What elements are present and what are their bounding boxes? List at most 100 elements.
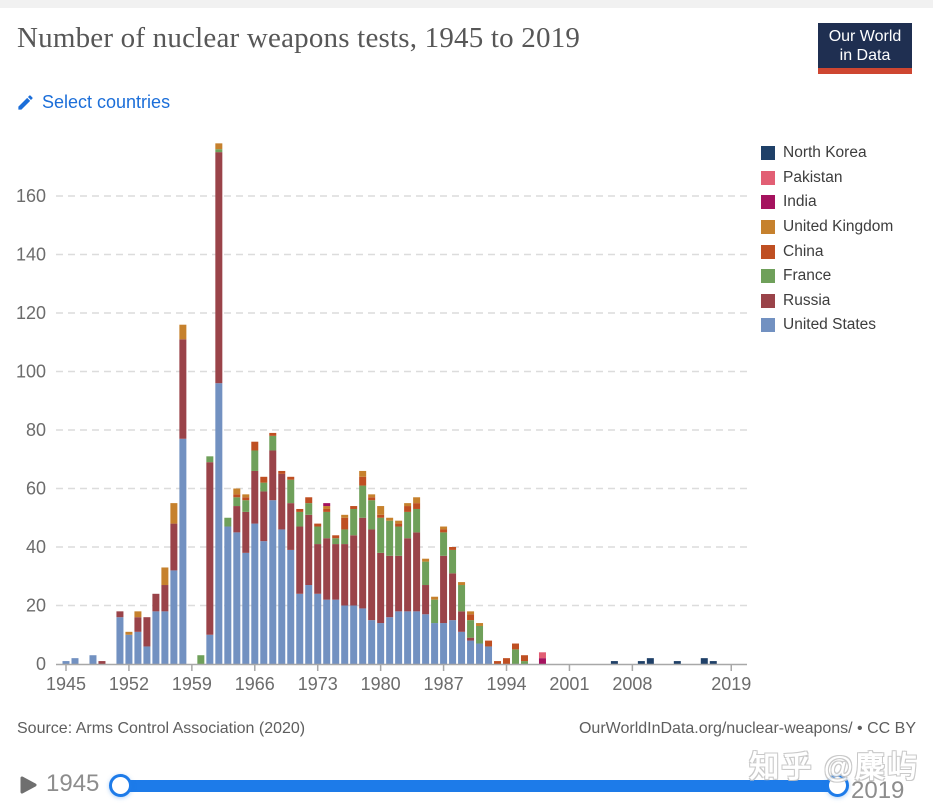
bar-1961-united-states[interactable] — [206, 634, 214, 664]
bar-1986-united-states[interactable] — [431, 623, 439, 664]
bar-1990-china[interactable] — [467, 614, 475, 621]
bar-1952-united-kingdom[interactable] — [125, 631, 133, 635]
bar-1957-united-kingdom[interactable] — [170, 503, 178, 524]
bar-1981-russia[interactable] — [386, 555, 394, 618]
bar-1973-china[interactable] — [314, 523, 322, 527]
bar-1990-united-kingdom[interactable] — [467, 611, 475, 615]
bar-1957-united-states[interactable] — [170, 570, 178, 664]
bar-1979-united-kingdom[interactable] — [368, 494, 376, 498]
bar-1984-russia[interactable] — [413, 532, 421, 612]
timeline-handle-start[interactable] — [109, 774, 132, 797]
bar-1988-russia[interactable] — [449, 573, 457, 621]
bar-1978-france[interactable] — [359, 485, 367, 518]
bar-1974-india[interactable] — [323, 503, 331, 507]
bar-1976-united-kingdom[interactable] — [341, 514, 349, 518]
bar-1995-france[interactable] — [512, 649, 519, 664]
legend-item-russia[interactable]: Russia — [761, 289, 893, 314]
bar-1983-russia[interactable] — [404, 538, 412, 612]
bar-1949-russia[interactable] — [98, 661, 106, 664]
bar-1982-russia[interactable] — [395, 555, 403, 612]
bar-1978-united-kingdom[interactable] — [359, 470, 367, 477]
bar-2017-north-korea[interactable] — [709, 661, 717, 664]
bar-1983-france[interactable] — [404, 511, 412, 539]
bar-1986-france[interactable] — [431, 599, 439, 624]
bar-1990-united-states[interactable] — [467, 640, 475, 664]
bar-1978-china[interactable] — [359, 476, 367, 486]
bar-1951-united-states[interactable] — [116, 617, 124, 664]
bar-1977-united-states[interactable] — [350, 605, 358, 665]
bar-1954-united-states[interactable] — [143, 646, 151, 664]
bar-1962-france[interactable] — [215, 149, 223, 153]
bar-1946-united-states[interactable] — [71, 658, 79, 664]
bar-1956-united-kingdom[interactable] — [161, 567, 169, 586]
bar-1954-russia[interactable] — [143, 617, 151, 647]
bar-1965-china[interactable] — [242, 497, 250, 501]
bar-1996-france[interactable] — [520, 661, 528, 664]
bar-1961-france[interactable] — [206, 456, 214, 463]
bar-1988-united-states[interactable] — [449, 620, 457, 664]
bar-1966-china[interactable] — [251, 441, 259, 451]
bar-1993-china[interactable] — [494, 661, 502, 664]
bar-1982-united-kingdom[interactable] — [395, 520, 403, 524]
bar-1981-france[interactable] — [386, 520, 394, 556]
bar-1979-united-states[interactable] — [368, 620, 376, 664]
bar-1976-united-states[interactable] — [341, 605, 349, 665]
bar-1979-china[interactable] — [368, 497, 376, 501]
bar-1988-france[interactable] — [449, 549, 457, 574]
bar-1981-united-states[interactable] — [386, 617, 394, 664]
legend-item-north-korea[interactable]: North Korea — [761, 141, 893, 166]
bar-1973-united-states[interactable] — [314, 593, 322, 664]
bar-1980-united-kingdom[interactable] — [377, 506, 385, 515]
bar-1974-united-states[interactable] — [323, 599, 331, 664]
bar-1973-russia[interactable] — [314, 544, 322, 594]
bar-1976-france[interactable] — [341, 529, 349, 545]
bar-1989-russia[interactable] — [458, 611, 466, 632]
bar-1980-france[interactable] — [377, 517, 385, 553]
bar-1957-russia[interactable] — [170, 523, 178, 571]
bar-1991-united-states[interactable] — [476, 643, 484, 664]
bar-1958-russia[interactable] — [179, 339, 187, 439]
bar-1965-united-kingdom[interactable] — [242, 494, 250, 498]
bar-1964-united-kingdom[interactable] — [233, 488, 241, 495]
bar-1945-united-states[interactable] — [62, 661, 70, 664]
bar-1998-india[interactable] — [538, 658, 546, 664]
bar-1977-china[interactable] — [350, 506, 358, 509]
bar-1998-pakistan[interactable] — [538, 652, 546, 659]
bar-1996-china[interactable] — [520, 655, 528, 662]
bar-1956-russia[interactable] — [161, 585, 169, 612]
bar-1984-united-states[interactable] — [413, 611, 421, 664]
bar-1981-united-kingdom[interactable] — [386, 517, 394, 521]
bar-1977-russia[interactable] — [350, 535, 358, 606]
timeline-track[interactable] — [119, 780, 839, 792]
bar-1967-france[interactable] — [260, 482, 268, 492]
bar-1966-united-states[interactable] — [251, 523, 259, 664]
bar-1991-united-kingdom[interactable] — [476, 623, 484, 626]
bar-1965-united-states[interactable] — [242, 552, 250, 664]
bar-1970-china[interactable] — [287, 476, 295, 480]
legend-item-united-kingdom[interactable]: United Kingdom — [761, 215, 893, 240]
bar-1983-china[interactable] — [404, 506, 412, 512]
bar-1978-russia[interactable] — [359, 517, 367, 609]
bar-1970-france[interactable] — [287, 479, 295, 504]
bar-1964-united-states[interactable] — [233, 532, 241, 664]
bar-1970-united-states[interactable] — [287, 549, 295, 664]
bar-1956-united-states[interactable] — [161, 611, 169, 664]
bar-1983-united-kingdom[interactable] — [404, 503, 412, 507]
bar-1985-united-states[interactable] — [422, 614, 430, 664]
bar-1967-united-states[interactable] — [260, 541, 268, 664]
bar-2006-north-korea[interactable] — [610, 661, 618, 664]
bar-1984-china[interactable] — [413, 503, 421, 509]
bar-1985-france[interactable] — [422, 561, 430, 586]
bar-1982-france[interactable] — [395, 526, 403, 556]
chart-plot[interactable]: 0 20 40 60 80 100 120 140 160 1945 1952 1959 1966 197… — [0, 130, 755, 702]
bar-1987-france[interactable] — [440, 532, 448, 556]
bar-1975-russia[interactable] — [332, 544, 340, 600]
bar-1960-france[interactable] — [197, 655, 205, 664]
bar-1979-france[interactable] — [368, 500, 376, 530]
bar-1972-france[interactable] — [305, 503, 313, 515]
bar-1976-china[interactable] — [341, 517, 349, 530]
bar-1955-united-states[interactable] — [152, 611, 160, 664]
legend-item-india[interactable]: India — [761, 190, 893, 215]
bar-1971-russia[interactable] — [296, 526, 304, 594]
bar-1985-united-kingdom[interactable] — [422, 558, 430, 562]
